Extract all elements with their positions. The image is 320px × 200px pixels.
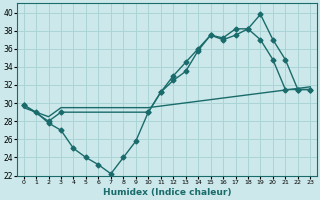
- X-axis label: Humidex (Indice chaleur): Humidex (Indice chaleur): [103, 188, 231, 197]
